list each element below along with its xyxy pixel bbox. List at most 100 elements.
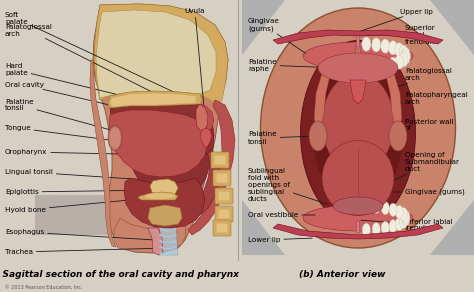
Polygon shape bbox=[90, 60, 116, 247]
Ellipse shape bbox=[309, 121, 327, 151]
Ellipse shape bbox=[362, 61, 371, 75]
Text: Esophagus: Esophagus bbox=[5, 229, 152, 240]
Ellipse shape bbox=[372, 38, 381, 52]
Polygon shape bbox=[148, 205, 182, 226]
Text: Palatine
tonsil: Palatine tonsil bbox=[248, 131, 317, 145]
Ellipse shape bbox=[381, 221, 389, 234]
Polygon shape bbox=[196, 104, 208, 130]
Text: Palatine
raphe: Palatine raphe bbox=[248, 58, 337, 72]
Polygon shape bbox=[200, 128, 212, 148]
Ellipse shape bbox=[402, 210, 410, 223]
Text: Uvula: Uvula bbox=[185, 8, 207, 137]
Ellipse shape bbox=[395, 205, 403, 218]
Text: Hyoid bone: Hyoid bone bbox=[5, 198, 147, 213]
Polygon shape bbox=[430, 0, 474, 55]
Text: Opening of
Submandibular
duct: Opening of Submandibular duct bbox=[365, 152, 460, 194]
Ellipse shape bbox=[381, 201, 389, 215]
Polygon shape bbox=[273, 224, 443, 239]
Text: Soft
palate: Soft palate bbox=[5, 12, 206, 107]
FancyBboxPatch shape bbox=[219, 192, 229, 201]
Ellipse shape bbox=[399, 53, 408, 67]
Polygon shape bbox=[158, 228, 178, 255]
Polygon shape bbox=[355, 46, 361, 76]
Polygon shape bbox=[150, 179, 178, 196]
Polygon shape bbox=[314, 73, 330, 138]
Polygon shape bbox=[114, 218, 186, 253]
Polygon shape bbox=[96, 10, 216, 98]
Ellipse shape bbox=[389, 41, 398, 55]
Ellipse shape bbox=[381, 39, 390, 53]
Text: (b) Anterior view: (b) Anterior view bbox=[299, 270, 385, 279]
Polygon shape bbox=[198, 104, 214, 132]
Polygon shape bbox=[108, 91, 202, 108]
Ellipse shape bbox=[372, 223, 380, 236]
Text: Gingivae
(gums): Gingivae (gums) bbox=[248, 18, 306, 53]
Ellipse shape bbox=[372, 60, 381, 74]
Text: Oropharynx: Oropharynx bbox=[5, 149, 165, 155]
Ellipse shape bbox=[399, 45, 408, 59]
Polygon shape bbox=[356, 221, 360, 233]
Ellipse shape bbox=[402, 213, 410, 226]
Text: Palatoglossal
arch: Palatoglossal arch bbox=[392, 69, 452, 89]
FancyBboxPatch shape bbox=[219, 209, 229, 218]
Text: Lower lip: Lower lip bbox=[248, 237, 312, 243]
Polygon shape bbox=[386, 73, 402, 138]
Text: Palatoglossal
arch: Palatoglossal arch bbox=[5, 23, 198, 115]
Polygon shape bbox=[242, 0, 285, 55]
Polygon shape bbox=[430, 200, 474, 255]
FancyBboxPatch shape bbox=[217, 173, 228, 182]
Text: Trachea: Trachea bbox=[5, 248, 165, 255]
Text: Upper lip: Upper lip bbox=[361, 9, 433, 31]
Text: Tongue: Tongue bbox=[5, 125, 145, 145]
Ellipse shape bbox=[381, 59, 390, 73]
Text: © 2013 Pearson Education, Inc.: © 2013 Pearson Education, Inc. bbox=[5, 285, 82, 290]
Ellipse shape bbox=[261, 8, 456, 248]
Ellipse shape bbox=[400, 208, 408, 221]
Polygon shape bbox=[94, 4, 228, 105]
FancyBboxPatch shape bbox=[217, 223, 228, 232]
Ellipse shape bbox=[389, 203, 397, 216]
Polygon shape bbox=[350, 80, 366, 104]
FancyBboxPatch shape bbox=[215, 206, 233, 222]
Ellipse shape bbox=[389, 57, 398, 71]
Ellipse shape bbox=[395, 55, 404, 69]
Ellipse shape bbox=[395, 218, 403, 231]
Ellipse shape bbox=[395, 43, 404, 57]
Text: Oral vestibule: Oral vestibule bbox=[248, 212, 315, 218]
FancyBboxPatch shape bbox=[215, 188, 233, 204]
Polygon shape bbox=[273, 30, 443, 44]
Ellipse shape bbox=[301, 41, 416, 225]
Text: Superior
labial
frenulum: Superior labial frenulum bbox=[361, 25, 438, 45]
Ellipse shape bbox=[389, 121, 407, 151]
Ellipse shape bbox=[389, 220, 397, 233]
Text: Epiglottis: Epiglottis bbox=[5, 189, 159, 195]
Polygon shape bbox=[242, 200, 285, 255]
Ellipse shape bbox=[362, 223, 370, 236]
Text: Gingivae (gums): Gingivae (gums) bbox=[393, 189, 465, 195]
Text: Palatine
tonsil: Palatine tonsil bbox=[5, 98, 115, 131]
Text: Posterior wall
of: Posterior wall of bbox=[393, 119, 454, 131]
Text: (a) Sagittal section of the oral cavity and pharynx: (a) Sagittal section of the oral cavity … bbox=[0, 270, 239, 279]
Ellipse shape bbox=[401, 48, 410, 62]
Polygon shape bbox=[138, 192, 178, 200]
FancyBboxPatch shape bbox=[213, 220, 231, 236]
Ellipse shape bbox=[400, 215, 408, 228]
Text: Sublingual
fold with
openings of
sublingual
ducts: Sublingual fold with openings of subling… bbox=[248, 168, 328, 204]
FancyBboxPatch shape bbox=[211, 152, 229, 168]
Polygon shape bbox=[192, 150, 220, 218]
Polygon shape bbox=[148, 228, 163, 255]
Ellipse shape bbox=[303, 205, 413, 231]
Ellipse shape bbox=[303, 42, 413, 70]
Text: Palatopharyngeal
arch: Palatopharyngeal arch bbox=[391, 91, 468, 105]
Ellipse shape bbox=[322, 73, 394, 173]
Ellipse shape bbox=[322, 140, 394, 215]
Ellipse shape bbox=[362, 200, 370, 213]
Ellipse shape bbox=[333, 197, 383, 215]
Polygon shape bbox=[110, 93, 196, 107]
Text: Oral cavity: Oral cavity bbox=[5, 82, 149, 114]
Polygon shape bbox=[110, 104, 214, 198]
Text: Lingual tonsil: Lingual tonsil bbox=[5, 169, 145, 180]
Polygon shape bbox=[93, 4, 228, 253]
Text: Inferior labial
frenulum: Inferior labial frenulum bbox=[361, 218, 453, 232]
Ellipse shape bbox=[145, 193, 175, 199]
